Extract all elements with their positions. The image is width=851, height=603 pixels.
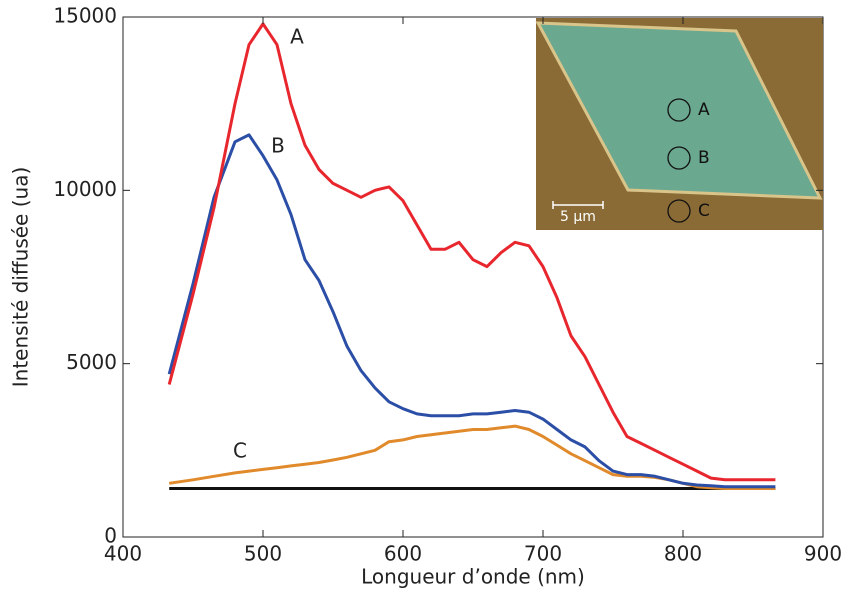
series-line [168, 424, 776, 490]
inset-label: C [698, 201, 710, 221]
y-axis-label: Intensité diffusée (ua) [9, 167, 33, 388]
x-tick-label: 400 [104, 542, 142, 566]
inset-image: A B C 5 µm [535, 18, 823, 230]
x-tick-label: 700 [524, 542, 562, 566]
x-tick-label: 800 [664, 542, 702, 566]
series-label: C [233, 439, 247, 463]
scale-bar-label: 5 µm [560, 209, 596, 225]
inset-label: A [698, 100, 710, 120]
x-tick-label: 900 [804, 542, 842, 566]
series-label: A [290, 25, 304, 49]
plot-frame [122, 16, 824, 538]
inset-marker [667, 199, 691, 223]
x-tick-label: 500 [244, 542, 282, 566]
inset-marker [667, 146, 691, 170]
y-tick-label: 0 [104, 524, 117, 548]
y-tick-label: 5000 [66, 350, 117, 374]
series-label: B [271, 134, 285, 158]
y-tick-label: 10000 [53, 177, 117, 201]
x-tick-label: 600 [384, 542, 422, 566]
y-tick-label: 15000 [53, 4, 117, 28]
inset-flake [535, 21, 823, 200]
scale-bar [552, 201, 604, 209]
inset-label: B [698, 148, 710, 168]
x-axis-label: Longueur d’onde (nm) [361, 565, 585, 589]
inset-marker [667, 98, 691, 122]
series-line [167, 22, 776, 482]
series-line [167, 133, 776, 489]
